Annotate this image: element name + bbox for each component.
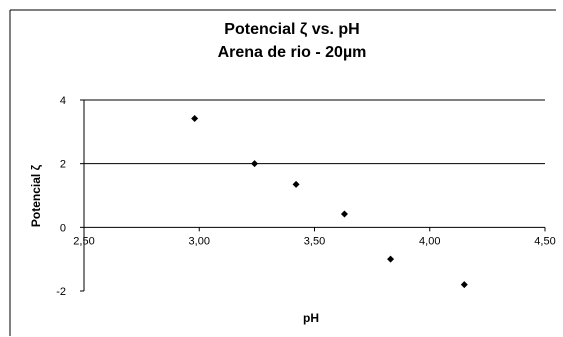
data-point-0-3	[340, 210, 348, 218]
tick-label-layer: -2 0 2 4 2,50 3,00 3,50 4,00 4,50	[56, 95, 555, 298]
data-point-0-4	[387, 255, 395, 263]
data-point-0-0	[191, 114, 199, 122]
y-axis-title: Potencial ζ	[29, 164, 43, 227]
data-point-0-5	[460, 281, 468, 289]
y-tick-label-2: 2	[60, 159, 66, 171]
x-tick-label-4: 4,50	[534, 235, 555, 247]
y-tick-label-0: -2	[56, 286, 66, 298]
chart-title-line-2: Arena de rio - 20µm	[218, 44, 367, 61]
y-tick-label-3: 4	[60, 95, 66, 107]
x-tick-label-2: 3,50	[304, 235, 325, 247]
x-tick-label-0: 2,50	[73, 235, 94, 247]
y-tick-label-1: 0	[60, 222, 66, 234]
x-tick-label-3: 4,00	[419, 235, 440, 247]
data-point-0-1	[251, 160, 259, 168]
grid-layer	[84, 99, 545, 165]
axis-layer	[80, 99, 546, 292]
x-tick-label-1: 3,00	[189, 235, 210, 247]
data-points	[191, 114, 468, 289]
x-axis-title: pH	[303, 311, 319, 325]
chart-title-line-1: Potencial ζ vs. pH	[224, 21, 359, 38]
data-point-0-2	[292, 180, 300, 188]
